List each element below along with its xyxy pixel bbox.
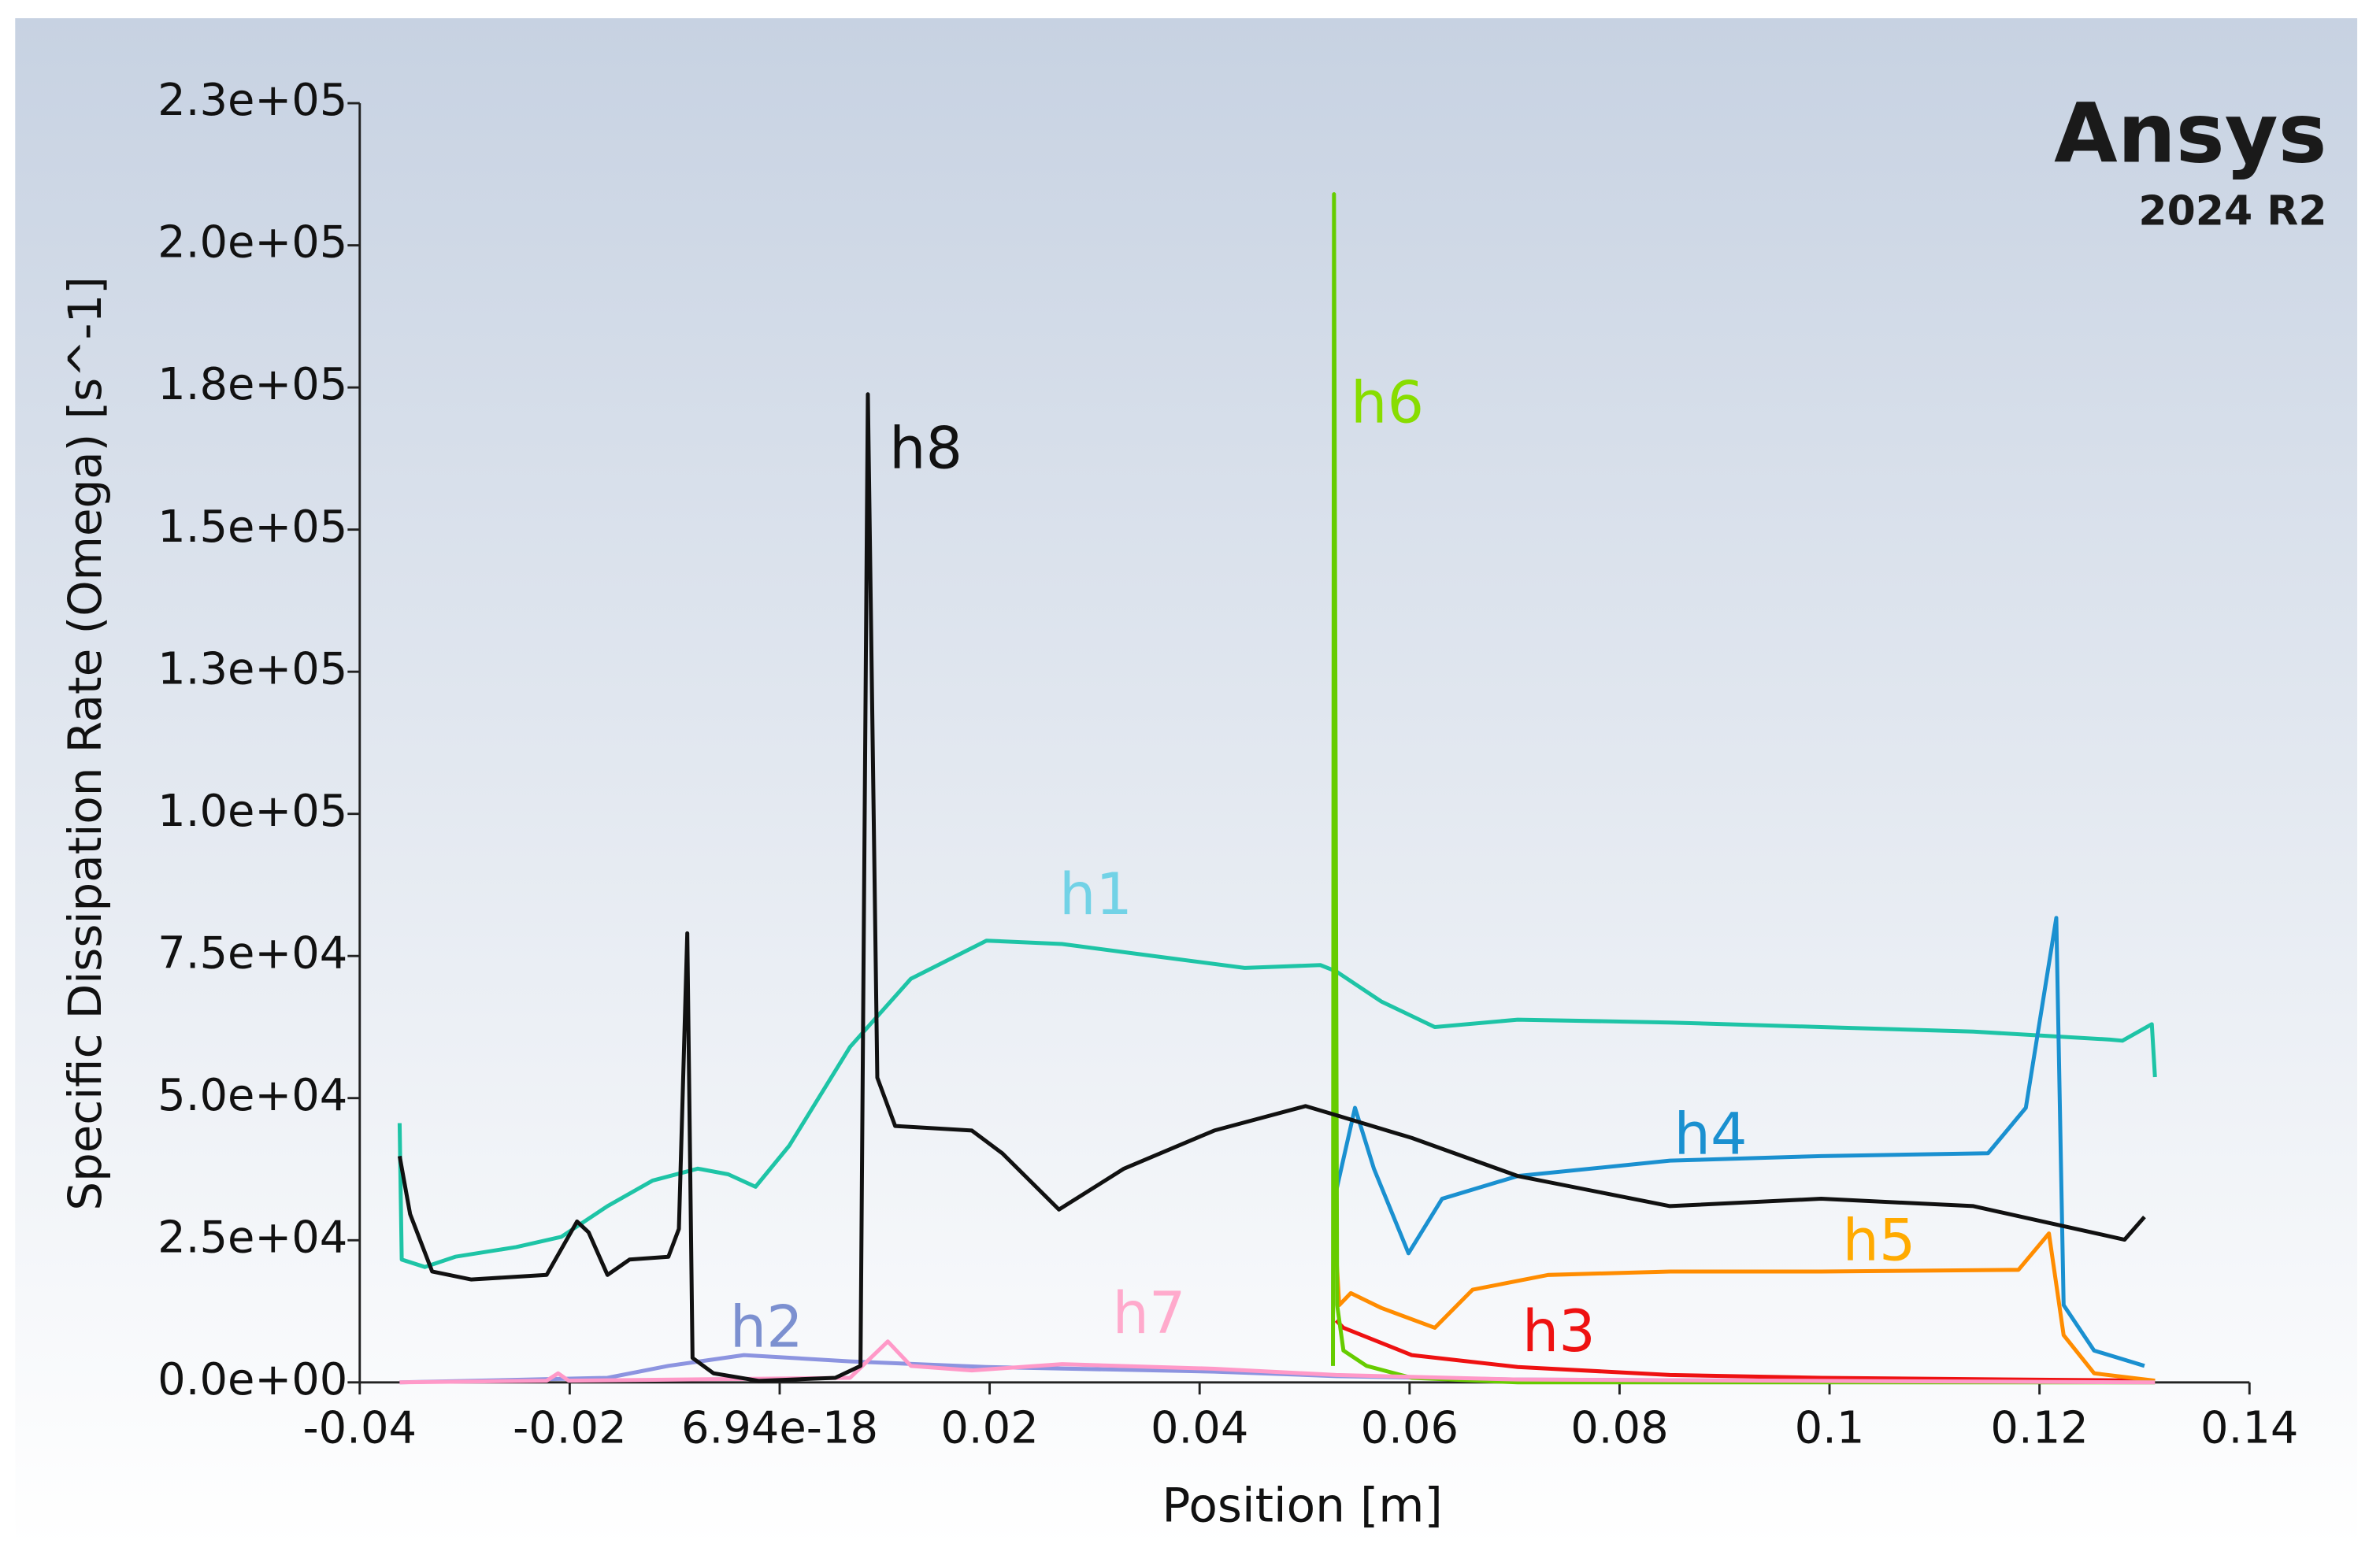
y-tick-label: 1.5e+05 [158, 502, 347, 553]
y-axis-title: Specific Dissipation Rate (Omega) [s^-1] [58, 276, 112, 1210]
x-tick-label: 0.06 [1361, 1403, 1459, 1454]
y-tick-label: 2.5e+04 [158, 1212, 347, 1263]
series-line [397, 938, 2157, 1269]
series-line [1334, 1231, 2156, 1383]
y-tick-label: 7.5e+04 [158, 927, 347, 979]
y-tick-label: 0.0e+00 [158, 1354, 347, 1405]
brand-version: 2024 R2 [2138, 188, 2326, 235]
x-tick-label: 0.1 [1795, 1403, 1865, 1454]
series-line [397, 392, 2146, 1383]
y-tick-label: 2.0e+05 [158, 217, 347, 268]
y-tick-label: 1.8e+05 [158, 359, 347, 410]
x-tick-label: 0.12 [1990, 1403, 2088, 1454]
x-tick-label: 6.94e-18 [681, 1403, 878, 1454]
plot-background [15, 18, 2358, 1548]
y-tick-label: 1.0e+05 [158, 786, 347, 837]
x-tick-label: 0.08 [1570, 1403, 1668, 1454]
series-label: h2 [730, 1294, 803, 1361]
x-tick-label: -0.04 [302, 1403, 417, 1454]
x-tick-label: 0.04 [1151, 1403, 1248, 1454]
x-tick-label: 0.02 [940, 1403, 1038, 1454]
series-label: h7 [1112, 1280, 1185, 1347]
x-tick-label: 0.14 [2200, 1403, 2298, 1454]
series-line [1334, 1319, 2156, 1383]
series-label: h5 [1842, 1207, 1915, 1274]
series-label: h6 [1351, 370, 1424, 437]
series-line [1334, 916, 2145, 1368]
series-line [399, 1339, 2156, 1385]
series-line [1331, 192, 2156, 1385]
series-label: h1 [1059, 861, 1133, 928]
series-label: h3 [1522, 1298, 1596, 1365]
series-label: h4 [1674, 1101, 1748, 1168]
brand-name: Ansys [2054, 86, 2326, 182]
series-label: h8 [889, 415, 962, 482]
x-axis-title: Position [m] [1162, 1479, 1442, 1533]
y-tick-label: 1.3e+05 [158, 643, 347, 694]
x-tick-label: -0.02 [513, 1403, 627, 1454]
y-tick-label: 2.3e+05 [158, 75, 347, 126]
y-tick-label: 5.0e+04 [158, 1070, 347, 1121]
